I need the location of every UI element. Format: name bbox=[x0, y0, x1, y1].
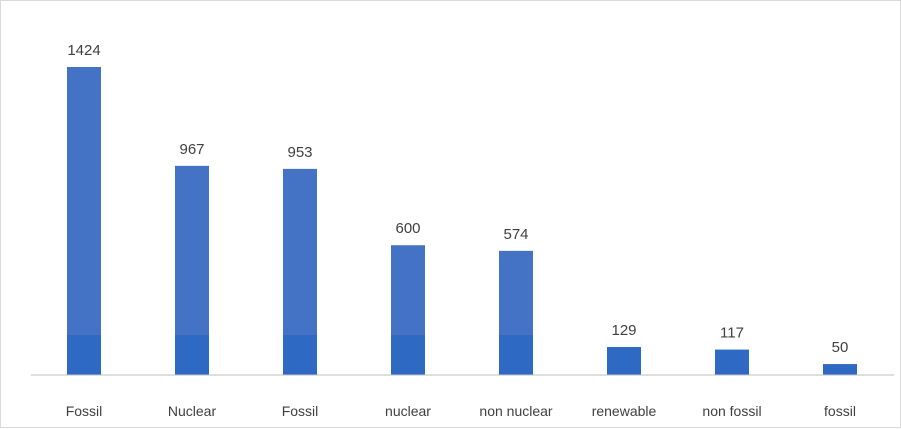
bars-group bbox=[67, 67, 857, 375]
data-label-3: 953 bbox=[287, 144, 312, 161]
category-label-6: renewable bbox=[592, 403, 657, 419]
category-label-7: non fossil bbox=[702, 403, 761, 419]
category-label-8: fossil bbox=[824, 403, 856, 419]
category-label-5: non nuclear bbox=[479, 403, 553, 419]
bar-1 bbox=[67, 67, 101, 375]
bar-5-lower-band bbox=[499, 334, 533, 375]
data-label-6: 129 bbox=[611, 322, 636, 339]
bar-4-lower-band bbox=[391, 334, 425, 375]
bar-7-lower-band bbox=[715, 349, 749, 375]
bar-1-lower-band bbox=[67, 334, 101, 375]
category-label-3: Fossil bbox=[282, 403, 319, 419]
bar-8-lower-band bbox=[823, 364, 857, 375]
data-label-1: 1424 bbox=[67, 42, 100, 59]
category-label-2: Nuclear bbox=[168, 403, 217, 419]
bar-2-lower-band bbox=[175, 334, 209, 375]
data-label-2: 967 bbox=[179, 141, 204, 158]
category-label-1: Fossil bbox=[66, 403, 103, 419]
data-label-5: 574 bbox=[503, 226, 528, 243]
data-label-8: 50 bbox=[832, 339, 849, 356]
bar-3-lower-band bbox=[283, 334, 317, 375]
category-label-4: nuclear bbox=[385, 403, 431, 419]
labels-group: 1424 Fossil 967 Nuclear 953 Fossil 600 nuclear 5… bbox=[66, 42, 856, 419]
data-label-7: 117 bbox=[720, 325, 744, 342]
data-label-4: 600 bbox=[395, 220, 420, 237]
bar-6-lower-band bbox=[607, 347, 641, 375]
